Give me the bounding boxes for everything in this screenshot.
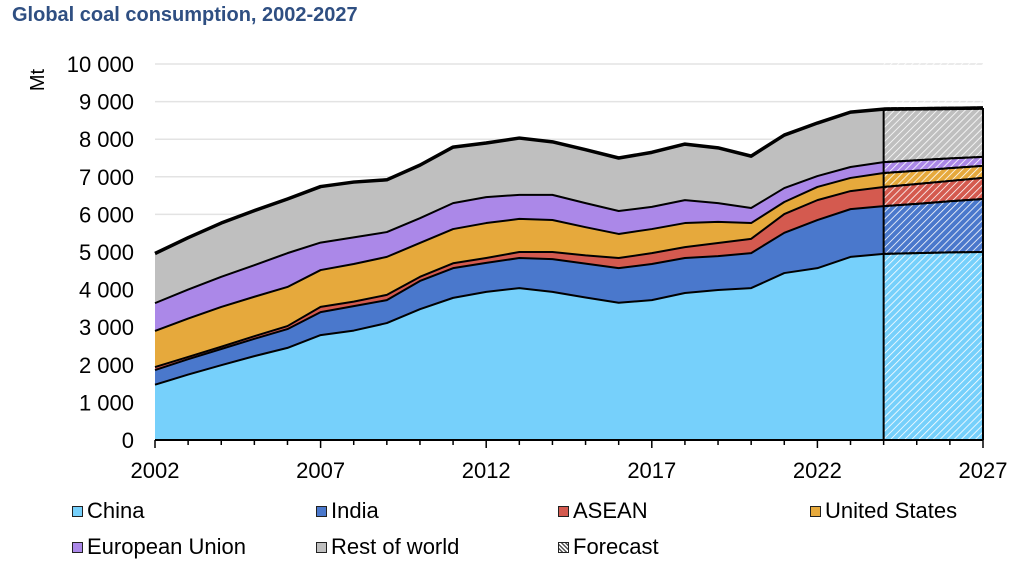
legend-label: European Union bbox=[87, 534, 247, 559]
legend-label: Rest of world bbox=[331, 534, 460, 559]
area-rest-of-world bbox=[155, 107, 983, 304]
area-india bbox=[155, 198, 983, 385]
legend-label: Forecast bbox=[573, 534, 659, 559]
x-tick-label: 2007 bbox=[296, 458, 345, 483]
y-tick-label: 3 000 bbox=[79, 315, 134, 340]
legend-label: ASEAN bbox=[573, 498, 648, 523]
y-tick-label: 9 000 bbox=[79, 90, 134, 115]
forecast-boundary-line bbox=[883, 155, 984, 164]
forecast-boundary-line bbox=[883, 251, 984, 255]
y-tick-label: 6 000 bbox=[79, 202, 134, 227]
legend-swatch bbox=[316, 505, 327, 517]
forecast-boundary-line bbox=[883, 106, 984, 111]
legend-swatch bbox=[558, 505, 569, 517]
legend-swatch bbox=[72, 505, 83, 517]
area-china bbox=[155, 252, 983, 440]
area-asean bbox=[155, 177, 983, 371]
boundary-line-india bbox=[154, 197, 984, 372]
legend-swatch bbox=[558, 541, 569, 553]
total-line bbox=[154, 106, 984, 256]
forecast-boundary-line bbox=[883, 176, 984, 188]
x-tick-label: 2022 bbox=[793, 458, 842, 483]
y-tick-label: 4 000 bbox=[79, 278, 134, 303]
axes bbox=[154, 439, 984, 448]
x-tick-label: 2012 bbox=[462, 458, 511, 483]
area-european-union bbox=[155, 156, 983, 331]
y-tick-label: 8 000 bbox=[79, 127, 134, 152]
legend-label: United States bbox=[825, 498, 958, 523]
legend-item-european-union: European Union bbox=[72, 534, 246, 560]
legend-item-china: China bbox=[72, 498, 144, 524]
x-tick-label: 2027 bbox=[959, 458, 1008, 483]
forecast-boundary-line bbox=[883, 197, 984, 208]
legend-label: India bbox=[331, 498, 379, 523]
area-united-states bbox=[155, 165, 983, 368]
y-tick-label: 0 bbox=[122, 428, 134, 453]
boundary-line-united-states bbox=[154, 164, 984, 332]
legend-swatch bbox=[316, 541, 327, 553]
y-tick-label: 10 000 bbox=[67, 52, 134, 77]
legend-item-rest-of-world: Rest of world bbox=[316, 534, 459, 560]
y-tick-label: 7 000 bbox=[79, 165, 134, 190]
legend-item-united-states: United States bbox=[810, 498, 957, 524]
legend-swatch bbox=[810, 505, 821, 517]
y-tick-label: 2 000 bbox=[79, 353, 134, 378]
forecast-overlay bbox=[882, 59, 984, 440]
x-tick-label: 2017 bbox=[627, 458, 676, 483]
area-series bbox=[154, 106, 984, 440]
boundary-line-european-union bbox=[154, 155, 984, 305]
forecast-hatch bbox=[883, 59, 983, 440]
y-axis-label: Mt bbox=[27, 68, 49, 91]
x-axis-ticks: 2002 2007 2012 2017 2022 2027 bbox=[131, 458, 1008, 483]
legend-item-forecast: Forecast bbox=[558, 534, 659, 560]
forecast-boundary-line bbox=[883, 164, 984, 175]
y-tick-label: 1 000 bbox=[79, 390, 134, 415]
legend-item-india: India bbox=[316, 498, 379, 524]
y-axis-ticks: 0 1 000 2 000 3 000 4 000 5 000 6 000 7 000 8 00… bbox=[67, 52, 134, 453]
boundary-line-china bbox=[154, 251, 984, 386]
y-tick-label: 5 000 bbox=[79, 240, 134, 265]
boundary-line-asean bbox=[154, 176, 984, 369]
chart-title: Global coal consumption, 2002-2027 bbox=[12, 4, 358, 26]
legend-item-asean: ASEAN bbox=[558, 498, 648, 524]
legend-swatch bbox=[72, 541, 83, 553]
x-tick-label: 2002 bbox=[131, 458, 180, 483]
legend-label: China bbox=[87, 498, 145, 523]
